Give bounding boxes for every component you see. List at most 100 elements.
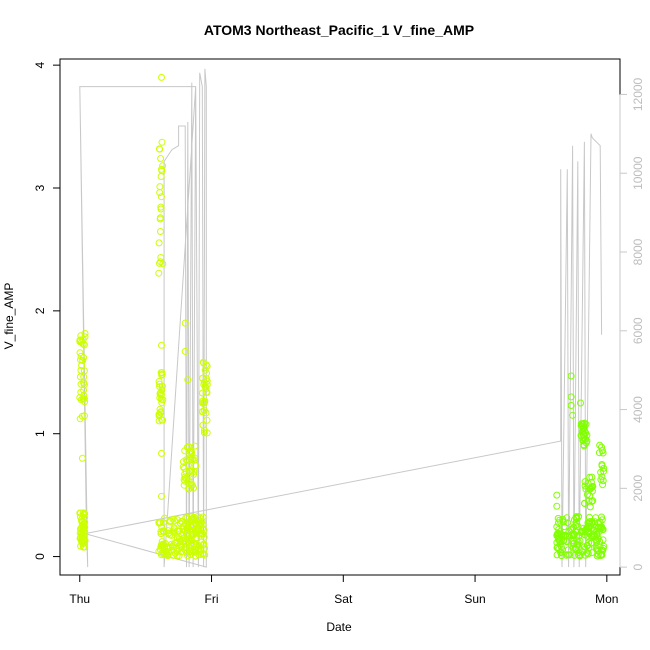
data-point [576, 551, 584, 559]
data-point [76, 373, 84, 381]
data-point [156, 259, 163, 267]
data-point [200, 426, 208, 434]
data-point [588, 532, 596, 540]
data-point [77, 366, 85, 374]
data-point [76, 529, 84, 537]
data-point [80, 395, 88, 403]
data-point [581, 482, 589, 490]
data-point [201, 551, 209, 559]
data-point [170, 541, 177, 549]
y-axis: 0 1 2 3 4 [33, 61, 61, 560]
data-point [554, 543, 562, 551]
secondary-y-tick-label: 10000 [631, 156, 645, 190]
data-point [579, 436, 587, 444]
data-point [598, 461, 606, 468]
data-point [199, 550, 207, 558]
data-point [179, 463, 187, 471]
data-point [157, 369, 165, 377]
data-point [587, 478, 595, 486]
secondary-y-tick-label: 2000 [631, 475, 645, 502]
data-point [173, 552, 181, 560]
data-point [190, 540, 198, 548]
data-point [555, 533, 563, 541]
data-point [156, 411, 164, 418]
data-point [593, 546, 601, 554]
data-point [77, 332, 85, 340]
data-point [600, 542, 608, 550]
data-point [189, 515, 197, 522]
data-point [203, 389, 211, 396]
data-point [78, 522, 86, 530]
data-point [174, 527, 181, 535]
data-point [164, 552, 172, 560]
data-point [588, 473, 596, 481]
data-point [589, 497, 597, 505]
data-point [178, 517, 185, 525]
data-point [199, 358, 207, 366]
data-point [588, 487, 596, 495]
data-point [193, 524, 201, 532]
x-tick-label: Sat [334, 592, 353, 606]
data-point [187, 513, 195, 521]
data-point [158, 73, 165, 81]
data-point [195, 546, 203, 554]
secondary-y-tick-label: 12000 [631, 77, 645, 111]
data-point [186, 551, 194, 559]
data-point [186, 544, 194, 552]
data-point [564, 532, 572, 540]
data-point [167, 547, 175, 555]
data-point [585, 539, 593, 547]
data-point [553, 491, 561, 499]
data-point [580, 524, 588, 532]
data-point [191, 545, 199, 553]
data-point [553, 502, 561, 510]
data-point [203, 369, 210, 377]
data-point [570, 523, 577, 531]
x-tick-label: Fri [205, 592, 219, 606]
secondary-series [79, 68, 603, 568]
data-point [555, 537, 563, 545]
data-point [80, 510, 88, 517]
data-point [600, 464, 608, 472]
data-point [572, 514, 580, 522]
data-point [158, 341, 165, 349]
data-point [594, 524, 602, 532]
data-point [76, 349, 84, 357]
data-point [156, 145, 164, 153]
data-point [203, 362, 211, 370]
data-point [78, 454, 86, 462]
data-point [200, 526, 208, 534]
data-point [155, 269, 163, 277]
data-point [156, 215, 164, 223]
data-point [160, 528, 168, 536]
data-point [160, 543, 168, 551]
data-point [159, 260, 167, 268]
data-point [582, 485, 590, 493]
data-point [567, 402, 575, 409]
data-point [191, 519, 199, 526]
data-point [599, 481, 607, 489]
data-point [184, 522, 192, 530]
data-point [157, 155, 165, 162]
data-point [583, 437, 591, 445]
data-point [158, 371, 166, 379]
data-point [598, 524, 605, 532]
y-tick-label: 0 [33, 553, 47, 560]
y-tick-label: 2 [33, 307, 47, 314]
data-point [577, 431, 585, 439]
secondary-y-tick-label: 6000 [631, 317, 645, 344]
data-point [554, 533, 562, 540]
data-point [80, 379, 88, 387]
data-point [556, 516, 564, 524]
data-point [577, 399, 584, 407]
data-point [181, 544, 189, 552]
data-point [599, 526, 607, 534]
data-point [593, 531, 601, 538]
data-point [600, 467, 608, 475]
data-point [588, 518, 596, 525]
x-axis-label: Date [326, 620, 352, 634]
data-point [159, 416, 167, 424]
data-point [599, 536, 607, 544]
data-point [579, 427, 587, 435]
